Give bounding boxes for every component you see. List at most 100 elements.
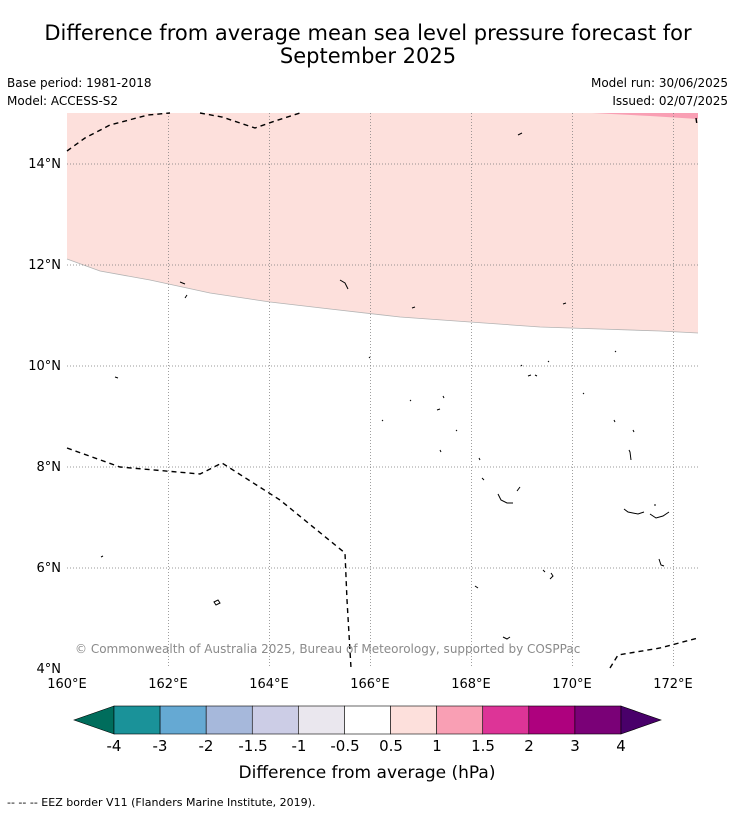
- colorbar-cell: [344, 705, 391, 735]
- colorbar-tick-label: -3: [153, 737, 168, 755]
- island: [179, 281, 186, 285]
- island: [517, 132, 523, 136]
- island: [481, 477, 485, 481]
- lon-label: 166°E: [350, 677, 390, 692]
- lon-label: 162°E: [148, 677, 188, 692]
- colorbar-cell: [528, 705, 576, 735]
- island: [442, 395, 445, 399]
- island: [100, 555, 104, 558]
- island: [114, 376, 119, 379]
- eez-footnote: -- -- -- EEZ border V11 (Flanders Marine…: [7, 796, 316, 809]
- eez-border-south: [66, 447, 352, 669]
- island: [547, 360, 550, 363]
- island: [381, 419, 384, 422]
- gridlines: [67, 113, 698, 668]
- latitude-labels: 14°N 12°N 10°N 8°N 6°N 4°N: [28, 157, 61, 677]
- map-title: Difference from average mean sea level p…: [0, 22, 736, 68]
- colorbar-tick-label: -0.5: [330, 737, 359, 755]
- anomaly-region-1-1.5: [592, 113, 698, 119]
- lat-label: 8°N: [37, 460, 62, 475]
- islands: [100, 132, 670, 640]
- island: [614, 350, 617, 353]
- lon-label: 170°E: [552, 677, 592, 692]
- colorbar-labels: -4 -3 -2 -1.5 -1 -0.5 0.5 1 1.5 2 3 4: [107, 737, 626, 755]
- title-line-2: September 2025: [279, 44, 457, 68]
- colorbar-tick-label: -2: [199, 737, 214, 755]
- island: [502, 636, 511, 640]
- colorbar-cell: [482, 705, 530, 735]
- island: [520, 364, 523, 367]
- eez-border-northeast: [695, 117, 698, 126]
- island: [562, 302, 567, 305]
- island: [542, 569, 554, 580]
- colorbar-tick-label: 4: [616, 737, 626, 755]
- island: [623, 508, 645, 515]
- lat-label: 6°N: [37, 561, 62, 576]
- colorbar-title: Difference from average (hPa): [239, 763, 496, 783]
- colorbar-cell: [574, 705, 622, 735]
- colorbar-tick-label: 2: [524, 737, 534, 755]
- map-panel: © Commonwealth of Australia 2025, Bureau…: [66, 112, 699, 669]
- colorbar-cell: [159, 705, 207, 735]
- lat-label: 14°N: [28, 157, 61, 172]
- base-period-text: Base period: 1981-2018: [7, 76, 152, 90]
- colorbar: [73, 705, 662, 735]
- lon-label: 160°E: [47, 677, 87, 692]
- island: [213, 599, 221, 606]
- colorbar-cell: [298, 705, 345, 735]
- island: [409, 399, 412, 402]
- island: [184, 294, 188, 299]
- lon-label: 172°E: [653, 677, 693, 692]
- island: [527, 374, 538, 377]
- island: [613, 419, 616, 423]
- island: [368, 356, 371, 359]
- model-run-text: Model run: 30/06/2025: [590, 76, 728, 90]
- island: [516, 486, 521, 492]
- island: [632, 429, 635, 433]
- island: [582, 392, 585, 395]
- colorbar-tick-label: -1: [292, 737, 307, 755]
- meta-left: Base period: 1981-2018 Model: ACCESS-S2: [7, 74, 152, 110]
- anomaly-boundary: [66, 258, 699, 334]
- colorbar-tick-label: 1: [432, 737, 442, 755]
- anomaly-region-0.5-1: [67, 113, 698, 333]
- eez-border-north-2: [199, 112, 301, 129]
- lat-label: 10°N: [28, 359, 61, 374]
- colorbar-tick-label: -1.5: [238, 737, 267, 755]
- colorbar-tick-label: 1.5: [471, 737, 495, 755]
- lon-label: 164°E: [249, 677, 289, 692]
- eez-borders: [66, 112, 699, 669]
- colorbar-extend-min: [73, 705, 115, 735]
- lat-label: 4°N: [37, 662, 62, 677]
- colorbar-extend-max: [620, 705, 662, 735]
- colorbar-cell: [205, 705, 253, 735]
- island: [628, 449, 632, 461]
- title-line-1: Difference from average mean sea level p…: [44, 21, 692, 45]
- colorbar-tick-label: 3: [570, 737, 580, 755]
- island: [474, 585, 479, 589]
- island: [436, 408, 441, 411]
- colorbar-cell: [436, 705, 484, 735]
- island: [411, 306, 416, 309]
- island: [649, 511, 670, 519]
- model-text: Model: ACCESS-S2: [7, 94, 119, 108]
- copyright-text: © Commonwealth of Australia 2025, Bureau…: [75, 642, 580, 656]
- island: [658, 558, 665, 567]
- island: [497, 493, 513, 504]
- colorbar-cell: [390, 705, 437, 735]
- lat-label: 12°N: [28, 258, 61, 273]
- eez-border-southeast: [609, 637, 699, 669]
- issued-text: Issued: 02/07/2025: [612, 94, 728, 108]
- meta-right: Model run: 30/06/2025 Issued: 02/07/2025: [591, 74, 728, 110]
- colorbar-cell: [251, 705, 299, 735]
- lon-label: 168°E: [451, 677, 491, 692]
- colorbar-tick-label: -4: [107, 737, 122, 755]
- island: [339, 279, 349, 290]
- island: [478, 457, 481, 461]
- island: [439, 449, 442, 453]
- colorbar-cell: [113, 705, 161, 735]
- longitude-labels: 160°E 162°E 164°E 166°E 168°E 170°E 172°…: [47, 677, 693, 692]
- island: [455, 429, 458, 432]
- colorbar-tick-label: 0.5: [379, 737, 403, 755]
